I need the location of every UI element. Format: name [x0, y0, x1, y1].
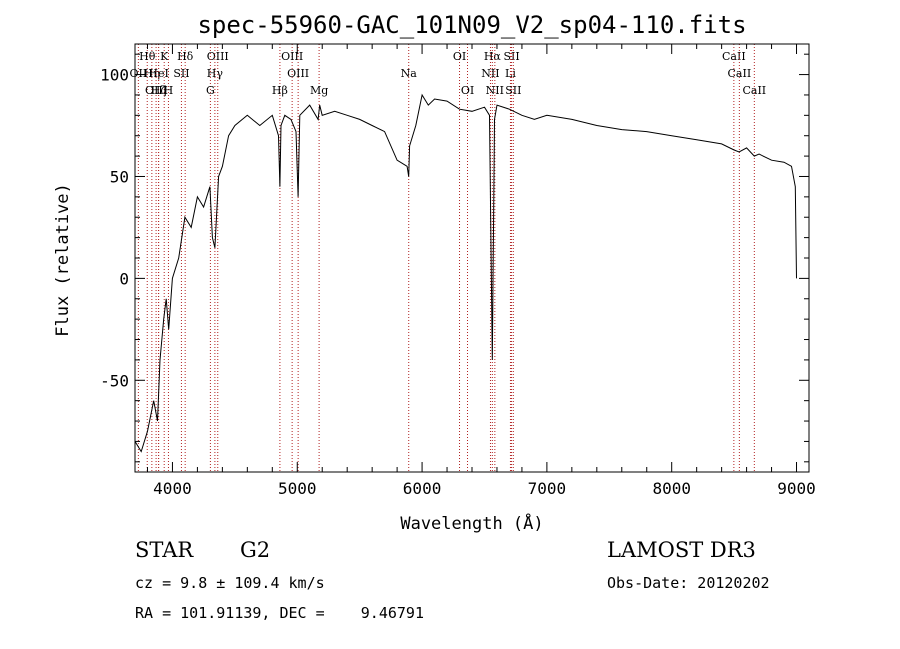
x-tick-label: 7000: [528, 479, 567, 498]
spectral-line-label: SII: [505, 84, 521, 97]
spectral-line-label: SII: [173, 67, 189, 80]
x-axis-label: Wavelength (Å): [400, 512, 543, 534]
spectral-line-label: OII: [130, 67, 148, 80]
spectral-line-label: OIII: [281, 50, 303, 63]
spectral-line-label: Hη: [144, 67, 160, 80]
y-axis-label: Flux (relative): [53, 183, 73, 337]
spectral-line-label: Hγ: [207, 67, 224, 80]
spectral-line-label: HeI: [148, 67, 168, 80]
observation-date: Obs-Date: 20120202: [607, 574, 770, 592]
spectral-line-label: Hα: [484, 50, 502, 63]
axis-ticks-layer: 4000 5000 6000 7000 8000 9000 -50 0 50 100: [100, 44, 816, 498]
ra-dec-coordinates: RA = 101.91139, DEC = 9.46791: [135, 604, 424, 622]
x-tick-label: 9000: [777, 479, 816, 498]
spectral-line-label: OIII: [207, 50, 229, 63]
spectral-line-label: Hδ: [177, 50, 194, 63]
spectral-line-label: NII: [481, 67, 499, 80]
y-tick-label: 0: [119, 269, 129, 288]
chart-title: spec-55960-GAC_101N09_V2_sp04-110.fits: [197, 11, 746, 39]
spectral-line-label: K: [160, 50, 169, 63]
spectral-line-label: Na: [401, 67, 418, 80]
spectral-line-label: OI: [461, 84, 474, 97]
spectral-line-label: CaII: [728, 67, 752, 80]
spectral-line-label: Hθ: [139, 50, 156, 63]
x-tick-label: 4000: [153, 479, 192, 498]
spectral-line-label: NII: [486, 84, 504, 97]
spectral-line-label: G: [206, 84, 215, 97]
spectral-line-label: SII: [503, 50, 519, 63]
redshift-cz: cz = 9.8 ± 109.4 km/s: [135, 574, 325, 592]
y-tick-label: 50: [110, 167, 129, 186]
x-tick-label: 6000: [403, 479, 442, 498]
spectral-line-label: Hβ: [272, 84, 288, 97]
object-class: STAR: [135, 538, 194, 562]
spectral-line-label: CaII: [742, 84, 766, 97]
plot-frame: [134, 43, 810, 473]
spectral-line-label: CaII: [722, 50, 746, 63]
spectrum-series-line: [134, 93, 797, 453]
object-subclass: G2: [240, 538, 271, 562]
spectral-line-label: OIII: [145, 84, 167, 97]
y-tick-label: 100: [100, 66, 129, 85]
x-tick-label: 8000: [652, 479, 691, 498]
x-tick-label: 5000: [278, 479, 317, 498]
spectral-line-label: Li: [505, 67, 516, 80]
spectral-line-label: OI: [453, 50, 466, 63]
survey-name: LAMOST DR3: [607, 538, 756, 562]
spectral-line-label: OIII: [287, 67, 309, 80]
y-tick-label: -50: [100, 371, 129, 390]
spectral-line-label: Hζ: [151, 84, 167, 97]
spectral-line-label: Mg: [310, 84, 328, 97]
spectral-line-label: H: [164, 84, 174, 97]
